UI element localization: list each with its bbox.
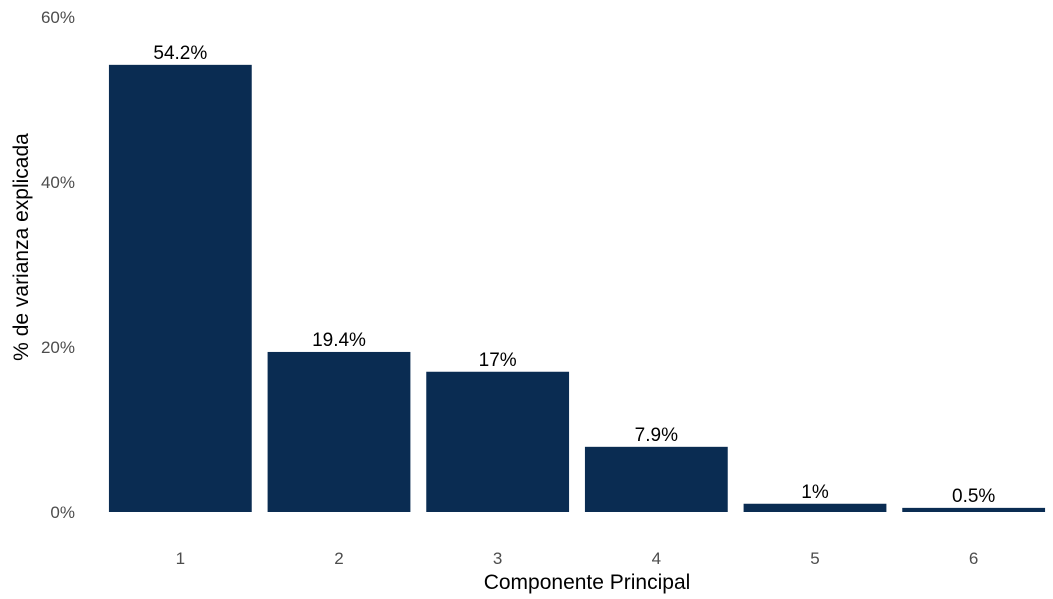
x-tick-label: 3: [493, 549, 502, 568]
x-tick-label: 4: [652, 549, 661, 568]
x-tick-label: 6: [969, 549, 978, 568]
bar-value-label: 54.2%: [153, 43, 207, 64]
y-tick-label: 40%: [41, 173, 75, 192]
bar-value-label: 19.4%: [312, 330, 366, 351]
x-axis-title: Componente Principal: [484, 571, 691, 594]
bars-group: [108, 64, 1046, 512]
x-tick-label: 5: [810, 549, 819, 568]
y-axis-title: % de varianza explicada: [10, 133, 33, 361]
bar: [267, 351, 411, 512]
bar: [426, 371, 570, 512]
bar-value-label: 1%: [801, 482, 829, 503]
bar-value-labels: 54.2% 19.4% 17% 7.9% 1% 0.5%: [153, 43, 995, 507]
y-tick-label: 60%: [41, 8, 75, 27]
x-tick-label: 1: [176, 549, 185, 568]
bar: [584, 446, 728, 512]
y-tick-label: 0%: [50, 503, 75, 522]
bar: [743, 503, 887, 512]
x-axis-ticks: 1 2 3 4 5 6: [176, 549, 979, 568]
bar-value-label: 7.9%: [635, 425, 678, 446]
y-tick-label: 20%: [41, 338, 75, 357]
x-tick-label: 2: [334, 549, 343, 568]
bar: [108, 64, 252, 512]
bar-value-label: 0.5%: [952, 486, 995, 507]
y-axis-ticks: 0% 20% 40% 60%: [41, 8, 75, 522]
bar: [902, 507, 1046, 512]
bar-value-label: 17%: [479, 350, 517, 371]
